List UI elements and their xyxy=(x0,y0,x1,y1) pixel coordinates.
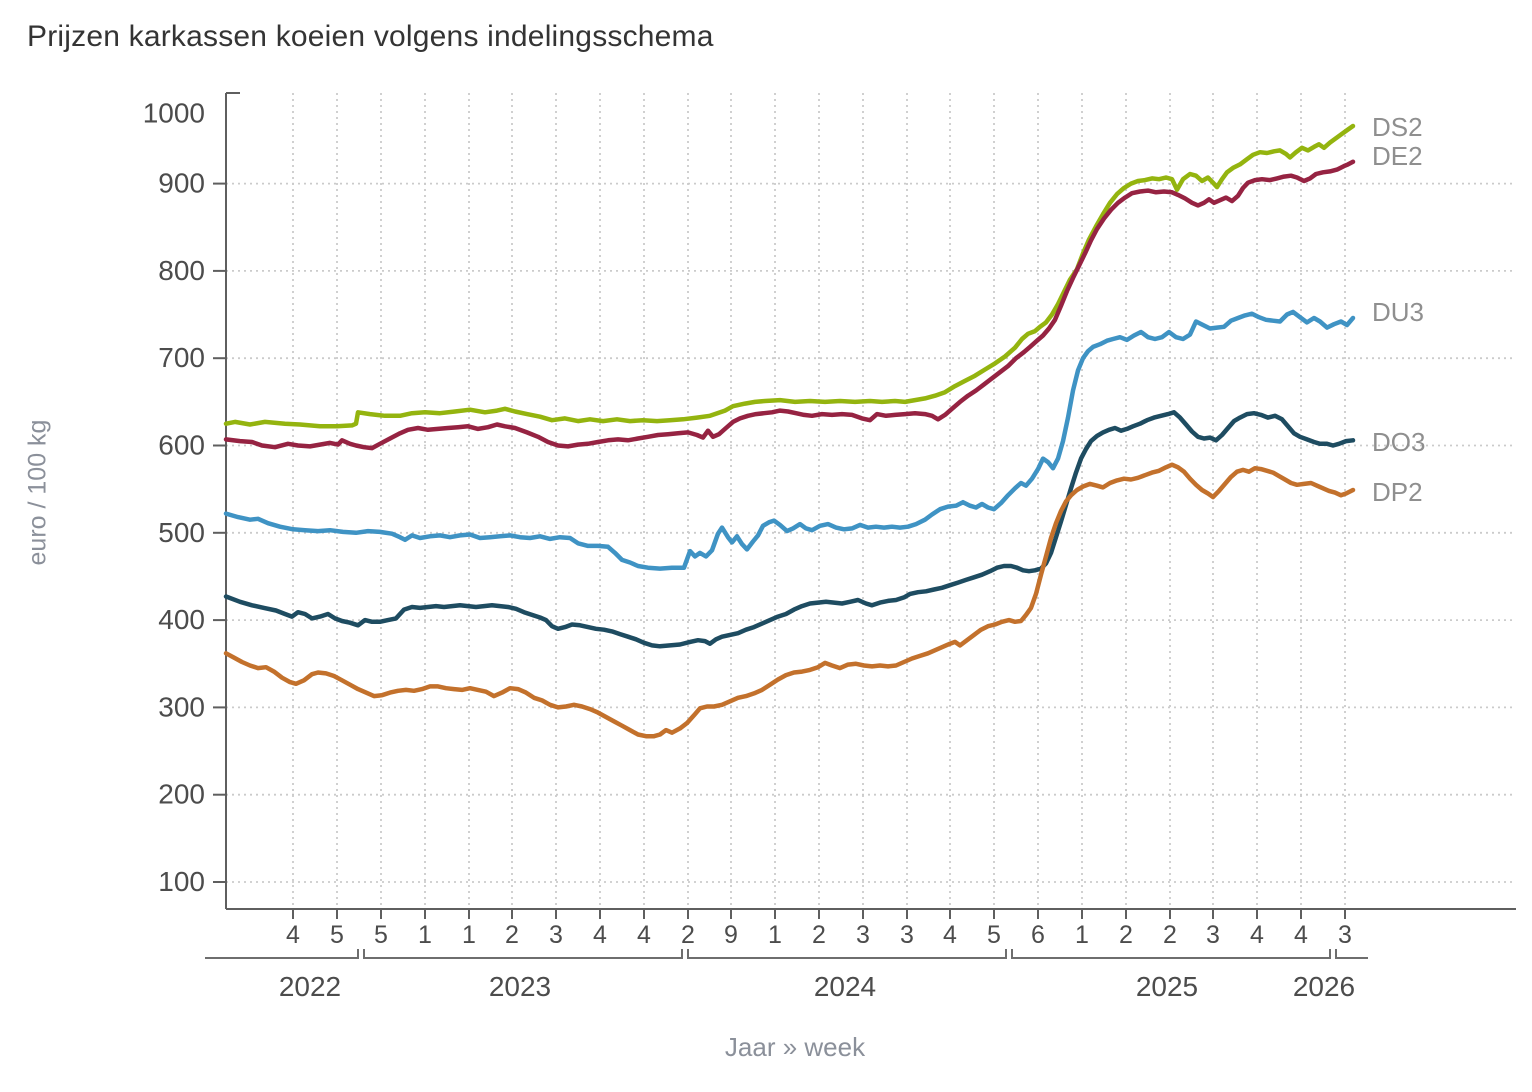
x-axis-unit-label: Jaar » week xyxy=(724,1032,866,1062)
week-tick-label: 3 xyxy=(900,921,914,949)
series-line-de2 xyxy=(223,159,1356,451)
y-tick-label: 900 xyxy=(158,168,205,199)
week-tick-label: 5 xyxy=(987,921,1001,949)
week-tick-label: 3 xyxy=(1206,921,1220,949)
chart-title: Prijzen karkassen koeien volgens indelin… xyxy=(27,20,714,53)
week-tick-label: 2 xyxy=(1119,921,1133,949)
week-tick-label: 2 xyxy=(505,921,519,949)
week-tick-label: 4 xyxy=(1250,921,1264,949)
year-label: 2025 xyxy=(1136,971,1198,1002)
series-lines-group xyxy=(223,123,1356,739)
series-line-do3 xyxy=(223,410,1356,649)
series-line-du3 xyxy=(223,309,1356,571)
series-end-label-du3: DU3 xyxy=(1372,297,1424,327)
year-bracket xyxy=(1011,949,1331,959)
year-label: 2024 xyxy=(814,971,876,1002)
series-line-dp2 xyxy=(223,462,1356,739)
week-tick-label: 3 xyxy=(1338,921,1352,949)
y-tick-label: 500 xyxy=(158,517,205,548)
y-tick-label: 400 xyxy=(158,604,205,635)
week-tick-label: 1 xyxy=(462,921,476,949)
year-label: 2022 xyxy=(279,971,341,1002)
series-end-label-dp2: DP2 xyxy=(1372,477,1423,507)
week-tick-label: 4 xyxy=(593,921,607,949)
year-brackets-group xyxy=(205,949,1368,959)
year-bracket xyxy=(363,949,683,959)
axes-group xyxy=(213,92,1516,919)
y-tick-label: 600 xyxy=(158,430,205,461)
week-tick-label: 2 xyxy=(812,921,826,949)
week-tick-label: 9 xyxy=(724,921,738,949)
week-tick-label: 4 xyxy=(1294,921,1308,949)
week-tick-label: 2 xyxy=(1163,921,1177,949)
year-bracket xyxy=(205,949,359,959)
y-tick-label: 300 xyxy=(158,691,205,722)
week-tick-label: 6 xyxy=(1031,921,1045,949)
week-tick-label: 5 xyxy=(374,921,388,949)
week-tick-label: 1 xyxy=(1075,921,1089,949)
series-line-ds2 xyxy=(223,123,1356,429)
year-bracket xyxy=(687,949,1007,959)
series-end-label-do3: DO3 xyxy=(1372,427,1425,457)
y-tick-label: 700 xyxy=(158,342,205,373)
week-tick-label: 4 xyxy=(943,921,957,949)
labels-group: 100 200 300 400 500 600 700 800 900 1000 4 5 5 1 1 2 3 4 4… xyxy=(143,97,1426,1002)
y-tick-label: 200 xyxy=(158,779,205,810)
year-label: 2023 xyxy=(489,971,551,1002)
week-tick-label: 1 xyxy=(768,921,782,949)
y-tick-label: 800 xyxy=(158,255,205,286)
series-end-label-ds2: DS2 xyxy=(1372,112,1423,142)
week-tick-label: 2 xyxy=(681,921,695,949)
y-tick-label: 100 xyxy=(158,866,205,897)
week-tick-label: 3 xyxy=(549,921,563,949)
series-end-label-de2: DE2 xyxy=(1372,141,1423,171)
year-label: 2026 xyxy=(1293,971,1355,1002)
week-tick-label: 4 xyxy=(286,921,300,949)
gridlines-group xyxy=(226,93,1516,909)
week-tick-label: 5 xyxy=(330,921,344,949)
week-tick-label: 3 xyxy=(856,921,870,949)
year-bracket xyxy=(1335,949,1368,959)
y-tick-label: 1000 xyxy=(143,97,205,128)
week-tick-label: 1 xyxy=(418,921,432,949)
week-tick-label: 4 xyxy=(637,921,651,949)
